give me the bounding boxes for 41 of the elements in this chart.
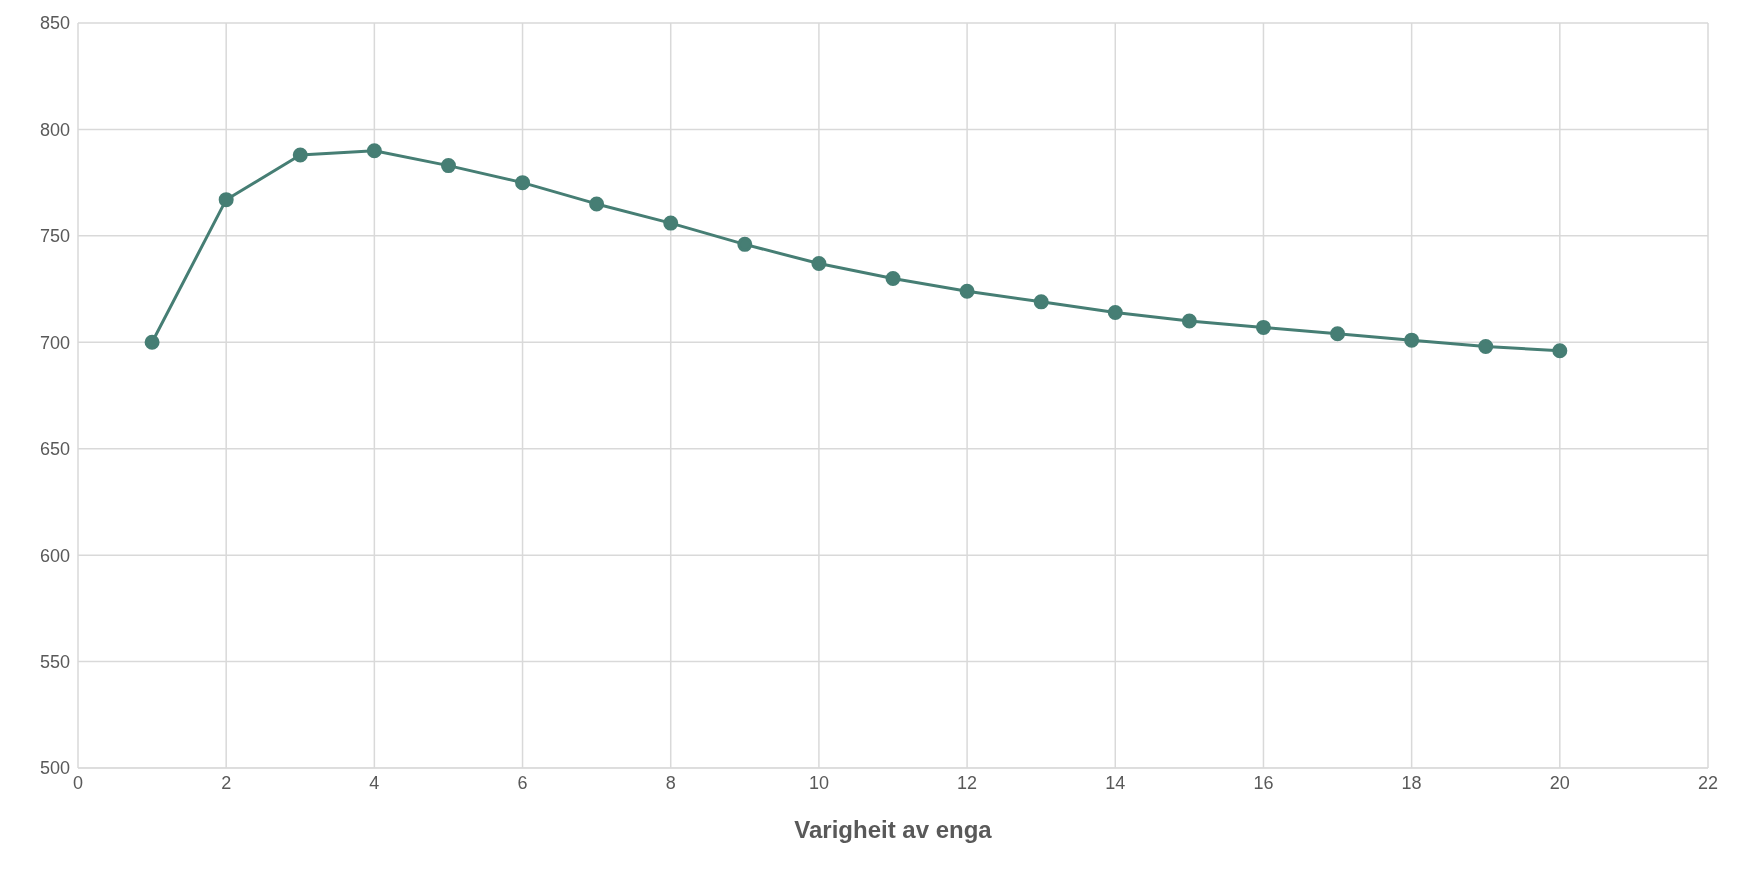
y-tick-label: 750 (39, 226, 70, 247)
x-tick-label: 10 (808, 772, 829, 793)
point (811, 256, 827, 272)
x-tick-label: 18 (1401, 772, 1422, 793)
x-tick-label: 8 (665, 772, 676, 793)
x-tick-label: 2 (221, 772, 232, 793)
y-tick-label: 700 (39, 332, 70, 353)
x-tick-label: 4 (369, 772, 380, 793)
point (589, 196, 605, 212)
point (144, 334, 160, 350)
point (1033, 294, 1049, 310)
point (1404, 332, 1420, 348)
x-tick-label: 14 (1105, 772, 1126, 793)
x-tick-label: 20 (1549, 772, 1570, 793)
point (515, 175, 531, 191)
x-tick-label: 0 (72, 772, 84, 793)
x-tick-label: 12 (957, 772, 978, 793)
y-tick-label: 600 (39, 545, 70, 566)
point (1255, 319, 1271, 335)
point (366, 143, 382, 159)
point (218, 192, 234, 208)
y-tick-label: 850 (39, 13, 70, 34)
point (292, 147, 308, 163)
point (1552, 343, 1568, 359)
point (1330, 326, 1346, 342)
x-tick-label: 6 (517, 772, 528, 793)
point (1181, 313, 1197, 329)
point (440, 158, 456, 174)
point (959, 283, 975, 299)
y-tick-label: 550 (39, 651, 70, 672)
x-tick-label: 16 (1253, 772, 1274, 793)
x-tick-label: 22 (1697, 772, 1719, 793)
y-tick-label: 800 (39, 119, 70, 140)
point (737, 236, 753, 252)
x-axis-title: Varigheit av enga (794, 816, 993, 843)
y-tick-label: 500 (39, 758, 70, 779)
point (1107, 304, 1123, 320)
y-tick-label: 650 (39, 439, 70, 460)
point (663, 215, 679, 231)
point (1478, 339, 1494, 355)
point (885, 270, 901, 286)
